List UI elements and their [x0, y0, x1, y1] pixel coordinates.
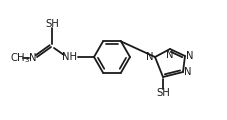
Text: SH: SH [155, 88, 169, 98]
Text: N: N [29, 53, 37, 63]
Text: N: N [165, 50, 173, 60]
Text: CH$_3$: CH$_3$ [10, 51, 30, 65]
Text: N: N [185, 51, 193, 61]
Text: SH: SH [45, 19, 59, 29]
Text: N: N [146, 52, 153, 62]
Text: NH: NH [62, 52, 77, 62]
Text: N: N [183, 67, 191, 77]
